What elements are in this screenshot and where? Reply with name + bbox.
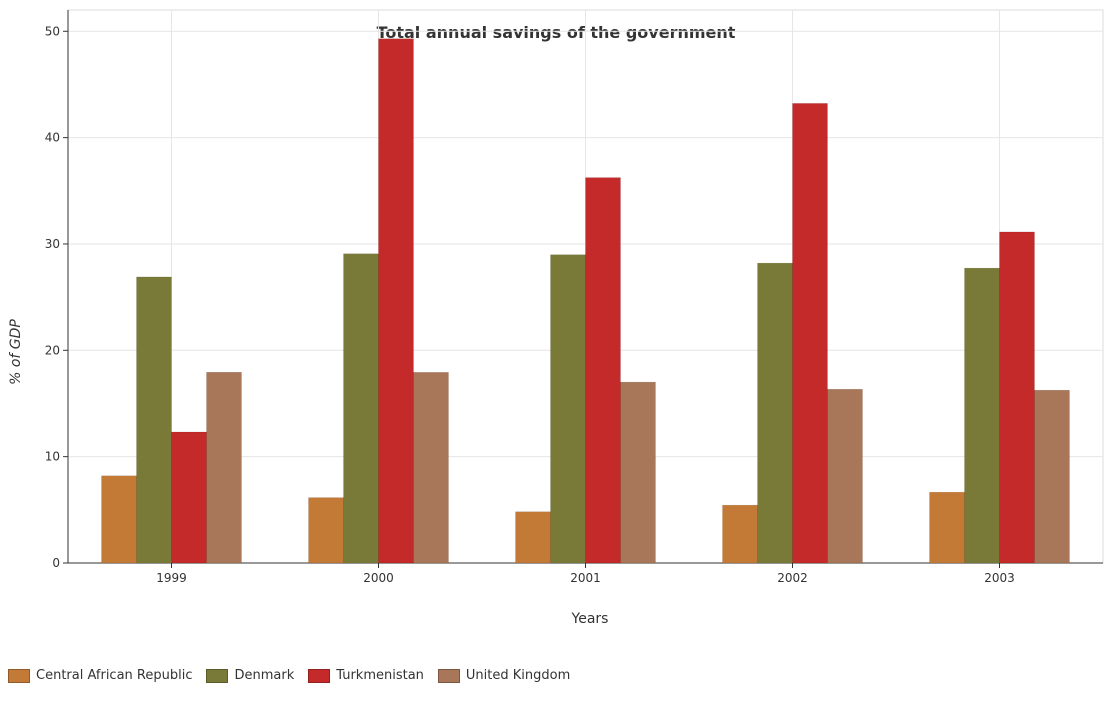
bar-turkmenistan-2000 (379, 39, 414, 563)
bar-turkmenistan-1999 (172, 432, 207, 563)
bar-denmark-1999 (137, 277, 172, 563)
bar-united-kingdom-2002 (828, 389, 863, 563)
bar-denmark-2002 (758, 263, 793, 563)
bar-central-african-republic-2003 (930, 492, 965, 563)
bar-turkmenistan-2002 (793, 103, 828, 563)
x-tick-label: 2003 (984, 571, 1015, 585)
y-tick-label: 30 (45, 237, 60, 251)
bar-central-african-republic-2000 (309, 498, 344, 563)
legend-item-denmark: Denmark (206, 668, 294, 683)
bar-united-kingdom-2001 (621, 382, 656, 563)
x-tick-label: 1999 (156, 571, 187, 585)
legend-swatch (438, 669, 460, 683)
y-tick-label: 50 (45, 24, 60, 38)
legend-label: Denmark (234, 668, 294, 683)
x-axis-label: Years (571, 611, 609, 627)
bar-united-kingdom-1999 (207, 372, 242, 563)
chart-title: Total annual savings of the government (377, 23, 736, 42)
legend-label: Central African Republic (36, 668, 192, 683)
y-tick-label: 0 (52, 556, 60, 570)
bar-denmark-2000 (344, 254, 379, 563)
bar-central-african-republic-1999 (102, 476, 137, 563)
bar-turkmenistan-2001 (586, 178, 621, 563)
y-tick-label: 40 (45, 131, 60, 145)
x-tick-label: 2002 (777, 571, 808, 585)
legend-label: Turkmenistan (336, 668, 424, 683)
legend-item-central-african-republic: Central African Republic (8, 668, 192, 683)
bar-turkmenistan-2003 (1000, 232, 1035, 563)
y-tick-label: 20 (45, 343, 60, 357)
bar-united-kingdom-2003 (1035, 390, 1070, 563)
bar-united-kingdom-2000 (414, 372, 449, 563)
legend-swatch (8, 669, 30, 683)
bar-denmark-2001 (551, 255, 586, 563)
bar-central-african-republic-2002 (723, 505, 758, 563)
bar-denmark-2003 (965, 268, 1000, 563)
bar-central-african-republic-2001 (516, 512, 551, 563)
legend-swatch (308, 669, 330, 683)
y-axis-label: % of GDP (8, 319, 24, 385)
y-tick-label: 10 (45, 450, 60, 464)
legend-item-united-kingdom: United Kingdom (438, 668, 570, 683)
legend-label: United Kingdom (466, 668, 570, 683)
legend-item-turkmenistan: Turkmenistan (308, 668, 424, 683)
x-tick-label: 2000 (363, 571, 394, 585)
legend: Central African Republic Denmark Turkmen… (8, 668, 570, 683)
x-tick-label: 2001 (570, 571, 601, 585)
legend-swatch (206, 669, 228, 683)
